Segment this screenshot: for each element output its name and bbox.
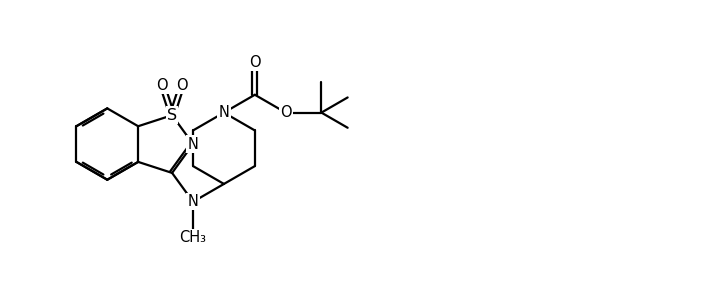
Text: N: N (187, 137, 199, 152)
Text: CH₃: CH₃ (180, 230, 206, 245)
Text: O: O (156, 78, 168, 93)
Text: O: O (249, 55, 260, 70)
Text: O: O (176, 78, 187, 93)
Text: O: O (280, 105, 291, 120)
Text: S: S (167, 108, 177, 123)
Text: N: N (187, 194, 199, 209)
Text: N: N (218, 105, 230, 120)
